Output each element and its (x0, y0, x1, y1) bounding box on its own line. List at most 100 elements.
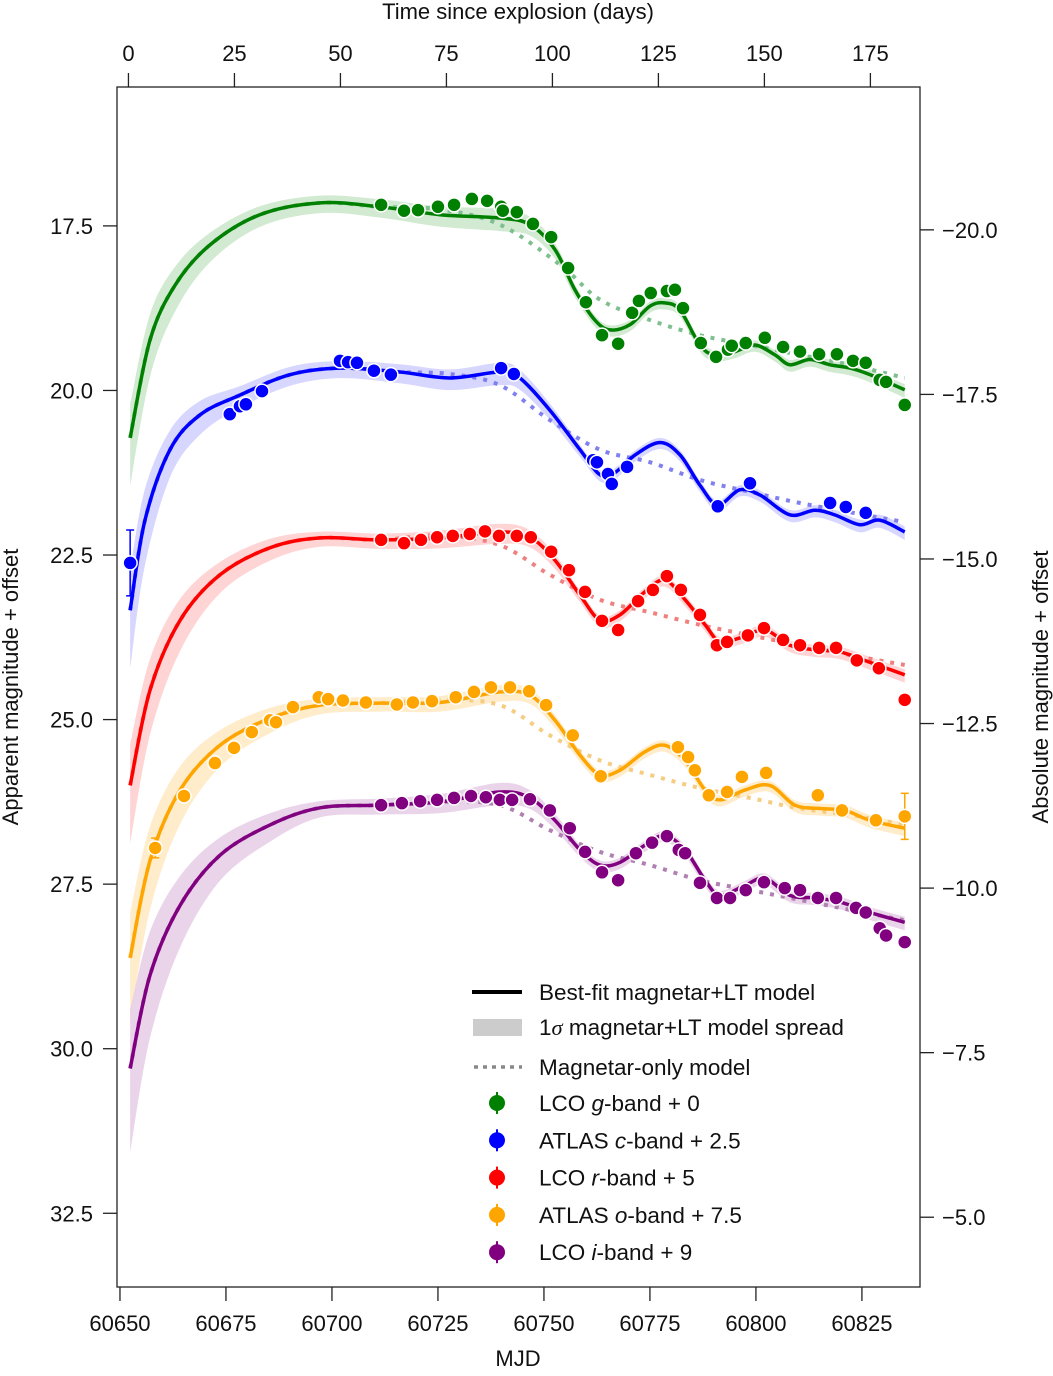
g-band-data-point (667, 281, 683, 298)
i-band-data-point (709, 890, 725, 906)
i-band-data-point (828, 890, 844, 906)
o-band-data-point (335, 692, 351, 709)
g-band-data-point (878, 374, 894, 390)
i-band-data-point (577, 844, 593, 860)
x-tick-label: 60825 (831, 1311, 892, 1336)
legend-o-band-label: ATLAS o-band + 7.5 (539, 1203, 742, 1228)
r-band-data-point (719, 634, 735, 650)
g-band-data-point (509, 204, 525, 220)
i-band-data-point (777, 880, 793, 896)
i-band-data-point (463, 788, 479, 804)
i-band-data-point (542, 802, 558, 819)
x2-tick-label: 100 (534, 41, 571, 66)
y-tick-label: 32.5 (50, 1201, 93, 1226)
legend-o-band-marker-icon (489, 1206, 505, 1223)
x-tick-label: 60700 (301, 1311, 362, 1336)
i-band-data-point (878, 927, 894, 944)
model-spread-layer (130, 195, 905, 1153)
o-band-data-point (176, 788, 192, 804)
o-band-data-point (466, 684, 482, 700)
g-band-data-point (811, 346, 827, 363)
o-band-data-point (670, 739, 686, 755)
r-band-data-point (477, 523, 493, 540)
x2-tick-label: 25 (222, 41, 246, 66)
c-band-data-point (506, 366, 522, 382)
x2-tick-label: 150 (746, 41, 783, 66)
o-band-data-point (147, 840, 163, 856)
c-band-data-point (366, 362, 382, 379)
o-band-data-point (405, 694, 421, 711)
o-band-data-point (268, 714, 284, 730)
legend-c-band-marker-icon (489, 1132, 505, 1149)
c-band-data-point (349, 355, 365, 371)
i-band-magnetar-only-line (128, 799, 906, 1069)
o-band-data-point (424, 693, 440, 709)
r-band-data-point (645, 582, 661, 598)
o-band-data-point (701, 787, 717, 804)
r-band-data-point (373, 532, 389, 548)
legend-g-band-marker-icon (489, 1095, 505, 1111)
i-band-data-point (429, 792, 445, 808)
x2-tick-label: 175 (852, 41, 889, 66)
y-tick-label: 25.0 (50, 708, 93, 733)
g-band-data-point (464, 191, 480, 207)
y2-tick-label: −10.0 (942, 876, 998, 901)
c-band-data-point (604, 476, 620, 492)
g-band-data-point (845, 353, 861, 369)
legend-g-band-label: LCO g-band + 0 (539, 1091, 700, 1116)
i-band-data-point (722, 890, 738, 906)
g-band-data-point (693, 335, 709, 351)
x-tick-label: 60725 (407, 1311, 468, 1336)
legend-r-band-label: LCO r-band + 5 (539, 1166, 695, 1191)
o-band-data-point (448, 689, 464, 705)
g-band-data-point (775, 339, 791, 355)
r-band-data-point (896, 692, 913, 708)
i-band-data-point (478, 789, 494, 806)
g-band-data-point (446, 197, 462, 213)
g-band-data-point (578, 294, 594, 310)
x-axis-label: MJD (495, 1346, 540, 1371)
r-band-data-point (594, 613, 610, 629)
g-band-data-point (792, 343, 808, 360)
i-band-data-point (562, 820, 578, 836)
r-band-data-point (445, 528, 461, 544)
y2-axis-label: Absolute magnitude + offset (1028, 551, 1053, 824)
legend-i-band-label: LCO i-band + 9 (539, 1240, 692, 1265)
g-band-data-point (543, 229, 559, 245)
c-band-data-point (254, 383, 270, 399)
o-band-data-point (719, 784, 735, 800)
r-band-data-point (561, 562, 577, 578)
g-band-data-point (829, 346, 845, 363)
o-band-data-point (226, 740, 242, 756)
o-band-data-point (868, 812, 884, 829)
r-band-data-point (630, 593, 646, 609)
c-band-data-point (122, 555, 138, 571)
r-band-data-point (756, 620, 772, 636)
i-band-data-point (896, 934, 913, 950)
i-band-data-point (394, 795, 410, 811)
r-band-data-point (871, 660, 887, 676)
axis-ticks: 60650 60675 60700 60725 60750 60775 60800 60825… (50, 41, 998, 1336)
y2-tick-label: −15.0 (942, 547, 998, 572)
i-band-data-point (792, 882, 808, 898)
legend-spread-swatch (473, 1019, 522, 1036)
y2-tick-label: −12.5 (942, 712, 998, 737)
i-band-data-point (644, 834, 660, 851)
o-band-data-point (565, 727, 581, 744)
g-band-data-point (757, 330, 773, 346)
o-band-data-point (502, 679, 518, 696)
o-band-data-point (834, 802, 850, 819)
g-band-data-point (708, 349, 724, 365)
legend-best-fit-label: Best-fit magnetar+LT model (539, 980, 815, 1005)
data-points-layer (122, 191, 913, 950)
g-band-data-point (479, 193, 495, 209)
i-band-data-point (857, 904, 874, 921)
c-band-data-point (822, 495, 838, 511)
o-band-data-point (734, 769, 750, 785)
o-band-data-point (389, 696, 405, 713)
x-tick-label: 60750 (513, 1311, 574, 1336)
y-tick-label: 27.5 (50, 872, 93, 897)
x-tick-label: 60650 (89, 1311, 150, 1336)
r-band-data-point (828, 640, 844, 656)
